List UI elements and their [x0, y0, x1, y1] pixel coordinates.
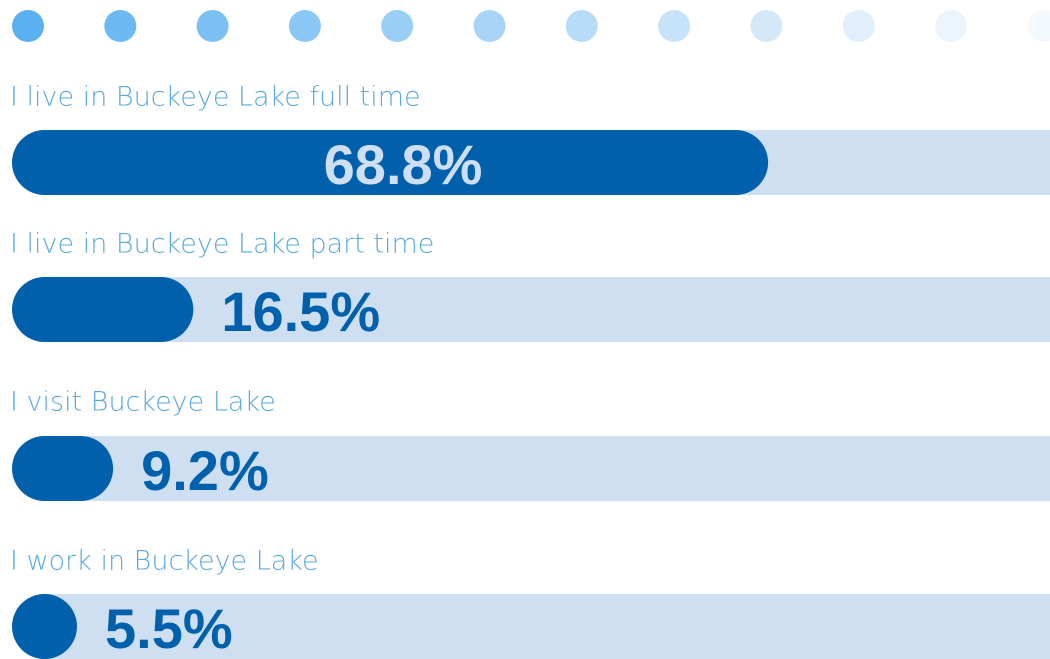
value-label: 5.5%: [105, 597, 233, 659]
bar-track: [12, 594, 1050, 659]
decor-dot: [750, 10, 783, 42]
decor-dot: [658, 10, 691, 42]
bar-track: [12, 277, 1050, 342]
value-label: 16.5%: [221, 280, 380, 343]
decor-dot: [381, 10, 414, 42]
decor-dot: [288, 10, 321, 42]
category-label: I live in Buckeye Lake part time: [10, 229, 434, 260]
category-label: I live in Buckeye Lake full time: [10, 82, 421, 113]
decor-dot: [1027, 10, 1050, 42]
decor-dot: [104, 10, 137, 42]
bar: [12, 436, 114, 501]
decor-dot: [842, 10, 875, 42]
decor-dot: [473, 10, 506, 42]
decor-dot: [12, 10, 44, 42]
bar-track: [12, 436, 1050, 501]
decor-dot: [196, 10, 229, 42]
value-label: 68.8%: [324, 133, 483, 196]
value-label: 9.2%: [141, 439, 269, 502]
bar: [12, 277, 194, 342]
decor-dot: [935, 10, 967, 42]
bar: [12, 130, 769, 195]
decor-dot: [565, 10, 598, 42]
category-label: I visit Buckeye Lake: [10, 387, 276, 418]
category-label: I work in Buckeye Lake: [10, 546, 319, 577]
bar: [12, 594, 77, 659]
